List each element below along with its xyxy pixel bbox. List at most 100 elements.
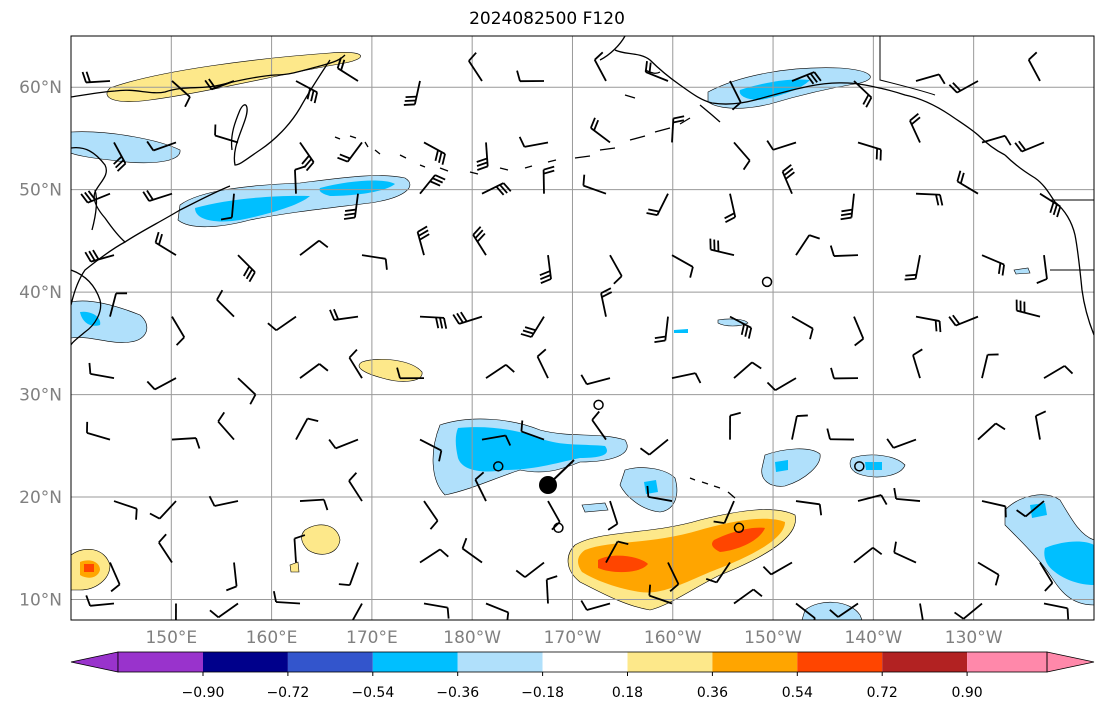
wind-barb xyxy=(766,140,797,151)
wind-barb xyxy=(826,428,855,441)
wind-barb xyxy=(977,561,1000,586)
wind-barb xyxy=(919,603,924,620)
shade-negative-41n xyxy=(1013,267,1031,275)
wind-barb xyxy=(1027,51,1041,82)
wind-barb xyxy=(915,315,942,333)
wind-barb xyxy=(977,422,1006,441)
calm-circle xyxy=(854,461,865,472)
lat-label: 60°N xyxy=(19,78,62,98)
wind-barb xyxy=(237,254,256,283)
wind-barb xyxy=(791,71,822,85)
colorbar-tick-label: 0.72 xyxy=(867,685,898,701)
colorbar-tick-labels: −0.90 −0.72 −0.54 −0.36 −0.18 0.18 0.36 0.54 0.7… xyxy=(182,672,983,701)
shade-negative-160w-inner xyxy=(644,480,658,494)
lon-label: 170°E xyxy=(346,628,398,648)
wind-barb xyxy=(648,584,673,605)
wind-barb xyxy=(336,57,359,82)
wind-barb xyxy=(915,73,946,85)
shade-negative-150w-inner xyxy=(775,460,788,472)
colorbar-segment xyxy=(712,652,798,672)
wind-barb xyxy=(981,353,999,379)
wind-barb xyxy=(208,495,239,507)
colorbar-tick-label: 0.90 xyxy=(952,685,983,701)
lon-label: 150°E xyxy=(145,628,197,648)
wind-barb xyxy=(886,438,917,449)
storm-position-marker xyxy=(539,459,575,494)
wind-barb xyxy=(609,254,623,285)
latitude-labels: 10°N 20°N 30°N 40°N 50°N 60°N xyxy=(19,78,62,610)
shade-negative-38n-a xyxy=(717,318,749,327)
wind-barb xyxy=(724,193,737,223)
wind-barb xyxy=(948,80,979,94)
colorbar-tick-label: −0.72 xyxy=(266,685,309,701)
wind-barb xyxy=(729,411,741,440)
wind-barb xyxy=(452,311,483,325)
map-background xyxy=(71,36,1094,620)
colorbar-frame xyxy=(117,651,1048,673)
colorbar-segment xyxy=(203,652,288,672)
wind-barb xyxy=(113,500,138,520)
wind-barb xyxy=(419,548,449,564)
wind-barb xyxy=(671,372,702,384)
wind-barb xyxy=(671,254,694,278)
wind-barb xyxy=(1015,299,1041,318)
lon-label: 140°W xyxy=(844,628,902,648)
wind-barb xyxy=(605,540,629,563)
wind-barb xyxy=(545,575,558,604)
colorbar-tick-label: 0.54 xyxy=(782,685,813,701)
wind-barb xyxy=(329,308,359,321)
wind-barb xyxy=(472,226,487,256)
lon-label: 180°W xyxy=(443,628,501,648)
wind-barb xyxy=(1039,562,1054,592)
wind-barb xyxy=(216,289,235,318)
wind-barb xyxy=(217,411,235,441)
coast-alaska xyxy=(614,49,1006,156)
wind-barb xyxy=(893,487,921,502)
wind-barb xyxy=(403,80,421,106)
wind-barb xyxy=(646,193,669,217)
wind-barb xyxy=(481,434,512,446)
wind-barb xyxy=(582,174,607,195)
wind-barb xyxy=(1043,365,1074,379)
wind-barb xyxy=(515,561,545,578)
shade-positive-165e xyxy=(301,524,341,555)
wind-barb xyxy=(654,316,669,344)
wind-barb xyxy=(214,124,239,144)
wind-barb xyxy=(795,234,820,256)
wind-barb xyxy=(267,315,297,332)
wind-barb xyxy=(299,363,329,379)
wind-barb xyxy=(423,500,439,530)
wind-barb xyxy=(109,292,128,317)
anomaly-shading xyxy=(71,52,1094,620)
wind-barb xyxy=(343,193,359,220)
colorbar-segment xyxy=(797,652,883,672)
map-frame xyxy=(70,35,1095,621)
wind-barb xyxy=(607,500,619,531)
wind-barb xyxy=(396,367,425,380)
wind-barb xyxy=(981,134,1012,146)
wind-barb xyxy=(295,417,319,441)
colorbar-extend-right xyxy=(1046,651,1095,673)
wind-barb xyxy=(909,112,921,143)
colorbar-segment xyxy=(627,652,713,672)
wind-barb xyxy=(149,500,177,520)
wind-barb xyxy=(593,51,607,82)
wind-barb xyxy=(299,498,329,511)
wind-barb xyxy=(915,192,944,206)
shade-negative-japan xyxy=(71,300,148,343)
wind-barb xyxy=(591,410,607,441)
shade-negative-alaska-inner xyxy=(739,79,810,100)
wind-barb xyxy=(338,562,359,586)
wind-barb xyxy=(766,377,797,392)
shade-negative-50n-inner xyxy=(195,180,395,222)
wind-barb xyxy=(646,485,673,502)
wind-barb xyxy=(781,164,795,195)
wind-barb xyxy=(1014,140,1045,153)
wind-barb xyxy=(272,591,301,605)
colorbar-segment xyxy=(457,652,543,672)
wind-barb xyxy=(762,561,793,576)
colorbar-tick-label: −0.54 xyxy=(351,685,394,701)
calm-circle xyxy=(593,399,604,411)
wind-barb xyxy=(520,420,545,441)
shade-positive-main-red-b xyxy=(712,527,765,552)
